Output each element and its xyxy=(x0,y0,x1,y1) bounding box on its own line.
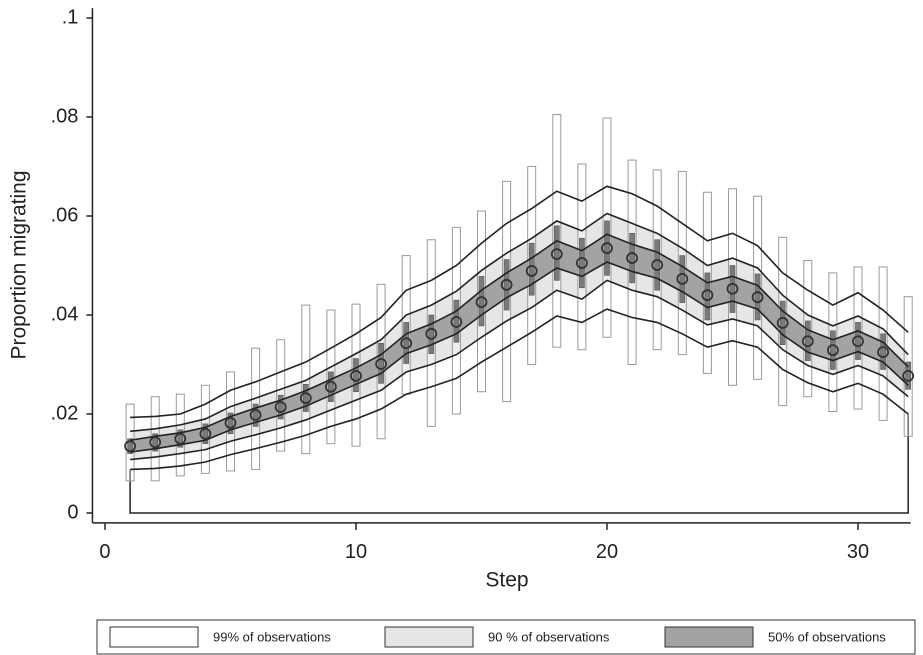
median-point xyxy=(601,242,613,255)
inner-bar xyxy=(779,300,786,346)
inner-bar xyxy=(880,333,886,370)
median-point xyxy=(701,289,714,302)
inner-bar xyxy=(478,276,485,327)
inner-bar xyxy=(629,233,635,284)
band-edge xyxy=(130,212,909,433)
inner-bar xyxy=(528,242,535,296)
median-point xyxy=(626,252,638,264)
median-point xyxy=(224,417,237,429)
inner-bar xyxy=(202,423,209,444)
inner-bar xyxy=(403,322,409,364)
inner-bar xyxy=(503,259,510,311)
median-point xyxy=(299,392,312,405)
inner-bar xyxy=(830,330,836,370)
median-point xyxy=(475,296,488,309)
inner-bar xyxy=(804,320,811,361)
median-point xyxy=(500,278,513,291)
x-tick-label: 0 xyxy=(99,541,110,563)
median-point xyxy=(199,427,212,440)
inner-bar xyxy=(729,265,736,313)
median-point xyxy=(525,265,538,277)
median-point xyxy=(274,401,287,413)
legend-swatch xyxy=(664,626,754,648)
median-point xyxy=(676,272,689,285)
median-point xyxy=(877,346,889,359)
y-tick-label: .04 xyxy=(51,303,79,325)
inner-bar xyxy=(855,322,861,360)
inner-bar xyxy=(227,412,234,435)
inner-bar xyxy=(654,239,660,291)
median-point xyxy=(375,358,387,370)
median-point xyxy=(575,257,588,269)
legend-swatch xyxy=(109,626,199,648)
median-point xyxy=(801,335,814,348)
median-point xyxy=(826,344,839,357)
band-edge xyxy=(130,185,909,419)
median-point xyxy=(751,291,764,304)
inner-bar xyxy=(905,361,911,390)
inner-bar xyxy=(252,403,259,427)
median-point xyxy=(902,369,915,382)
median-point xyxy=(324,380,337,393)
legend-label: 50% of observations xyxy=(768,629,886,644)
y-tick-label: 0 xyxy=(67,501,78,523)
y-tick-label: .06 xyxy=(51,204,79,226)
inner-bar xyxy=(754,273,761,321)
median-point xyxy=(124,440,136,453)
median-point xyxy=(550,248,563,261)
inner-bar xyxy=(604,220,610,276)
x-tick-label: 30 xyxy=(847,541,869,563)
median-point xyxy=(400,337,413,350)
inner-bar xyxy=(378,342,384,384)
y-axis-title: Proportion migrating xyxy=(8,170,31,359)
legend-label: 90 % of observations xyxy=(488,629,610,644)
inner-bar xyxy=(177,429,184,448)
inner-bar xyxy=(553,225,560,281)
median-point xyxy=(852,335,864,348)
median-point xyxy=(776,317,789,329)
inner-bar xyxy=(679,255,686,303)
band-edge xyxy=(129,233,909,442)
median-point xyxy=(350,369,362,382)
y-tick-label: .02 xyxy=(51,402,79,424)
median-point xyxy=(651,259,664,271)
inner-bar xyxy=(704,272,711,321)
median-point xyxy=(149,436,162,449)
median-point xyxy=(726,282,739,295)
median-point xyxy=(450,316,463,328)
band-edge xyxy=(129,261,909,453)
x-tick-label: 20 xyxy=(596,541,618,563)
y-tick-label: .1 xyxy=(62,6,79,28)
x-tick-label: 10 xyxy=(345,541,367,563)
median-point xyxy=(174,432,187,445)
range-bar xyxy=(301,304,311,455)
inner-bar xyxy=(127,438,133,454)
inner-bar xyxy=(428,314,435,354)
inner-bar xyxy=(277,394,284,420)
x-axis-title: Step xyxy=(485,569,528,592)
band-base-outline xyxy=(129,414,909,514)
inner-bar xyxy=(353,358,359,393)
band-edge xyxy=(130,308,909,471)
inner-bar xyxy=(152,433,158,452)
median-point xyxy=(425,327,438,340)
median-point xyxy=(249,409,262,421)
inner-bar xyxy=(579,237,585,289)
y-tick-label: .08 xyxy=(51,105,79,127)
inner-bar xyxy=(453,299,460,343)
legend-box xyxy=(96,619,916,655)
legend-swatch xyxy=(384,626,474,648)
band-edge xyxy=(130,279,909,461)
inner-bar xyxy=(302,383,309,412)
legend-label: 99% of observations xyxy=(213,629,331,644)
inner-bar xyxy=(328,371,334,402)
